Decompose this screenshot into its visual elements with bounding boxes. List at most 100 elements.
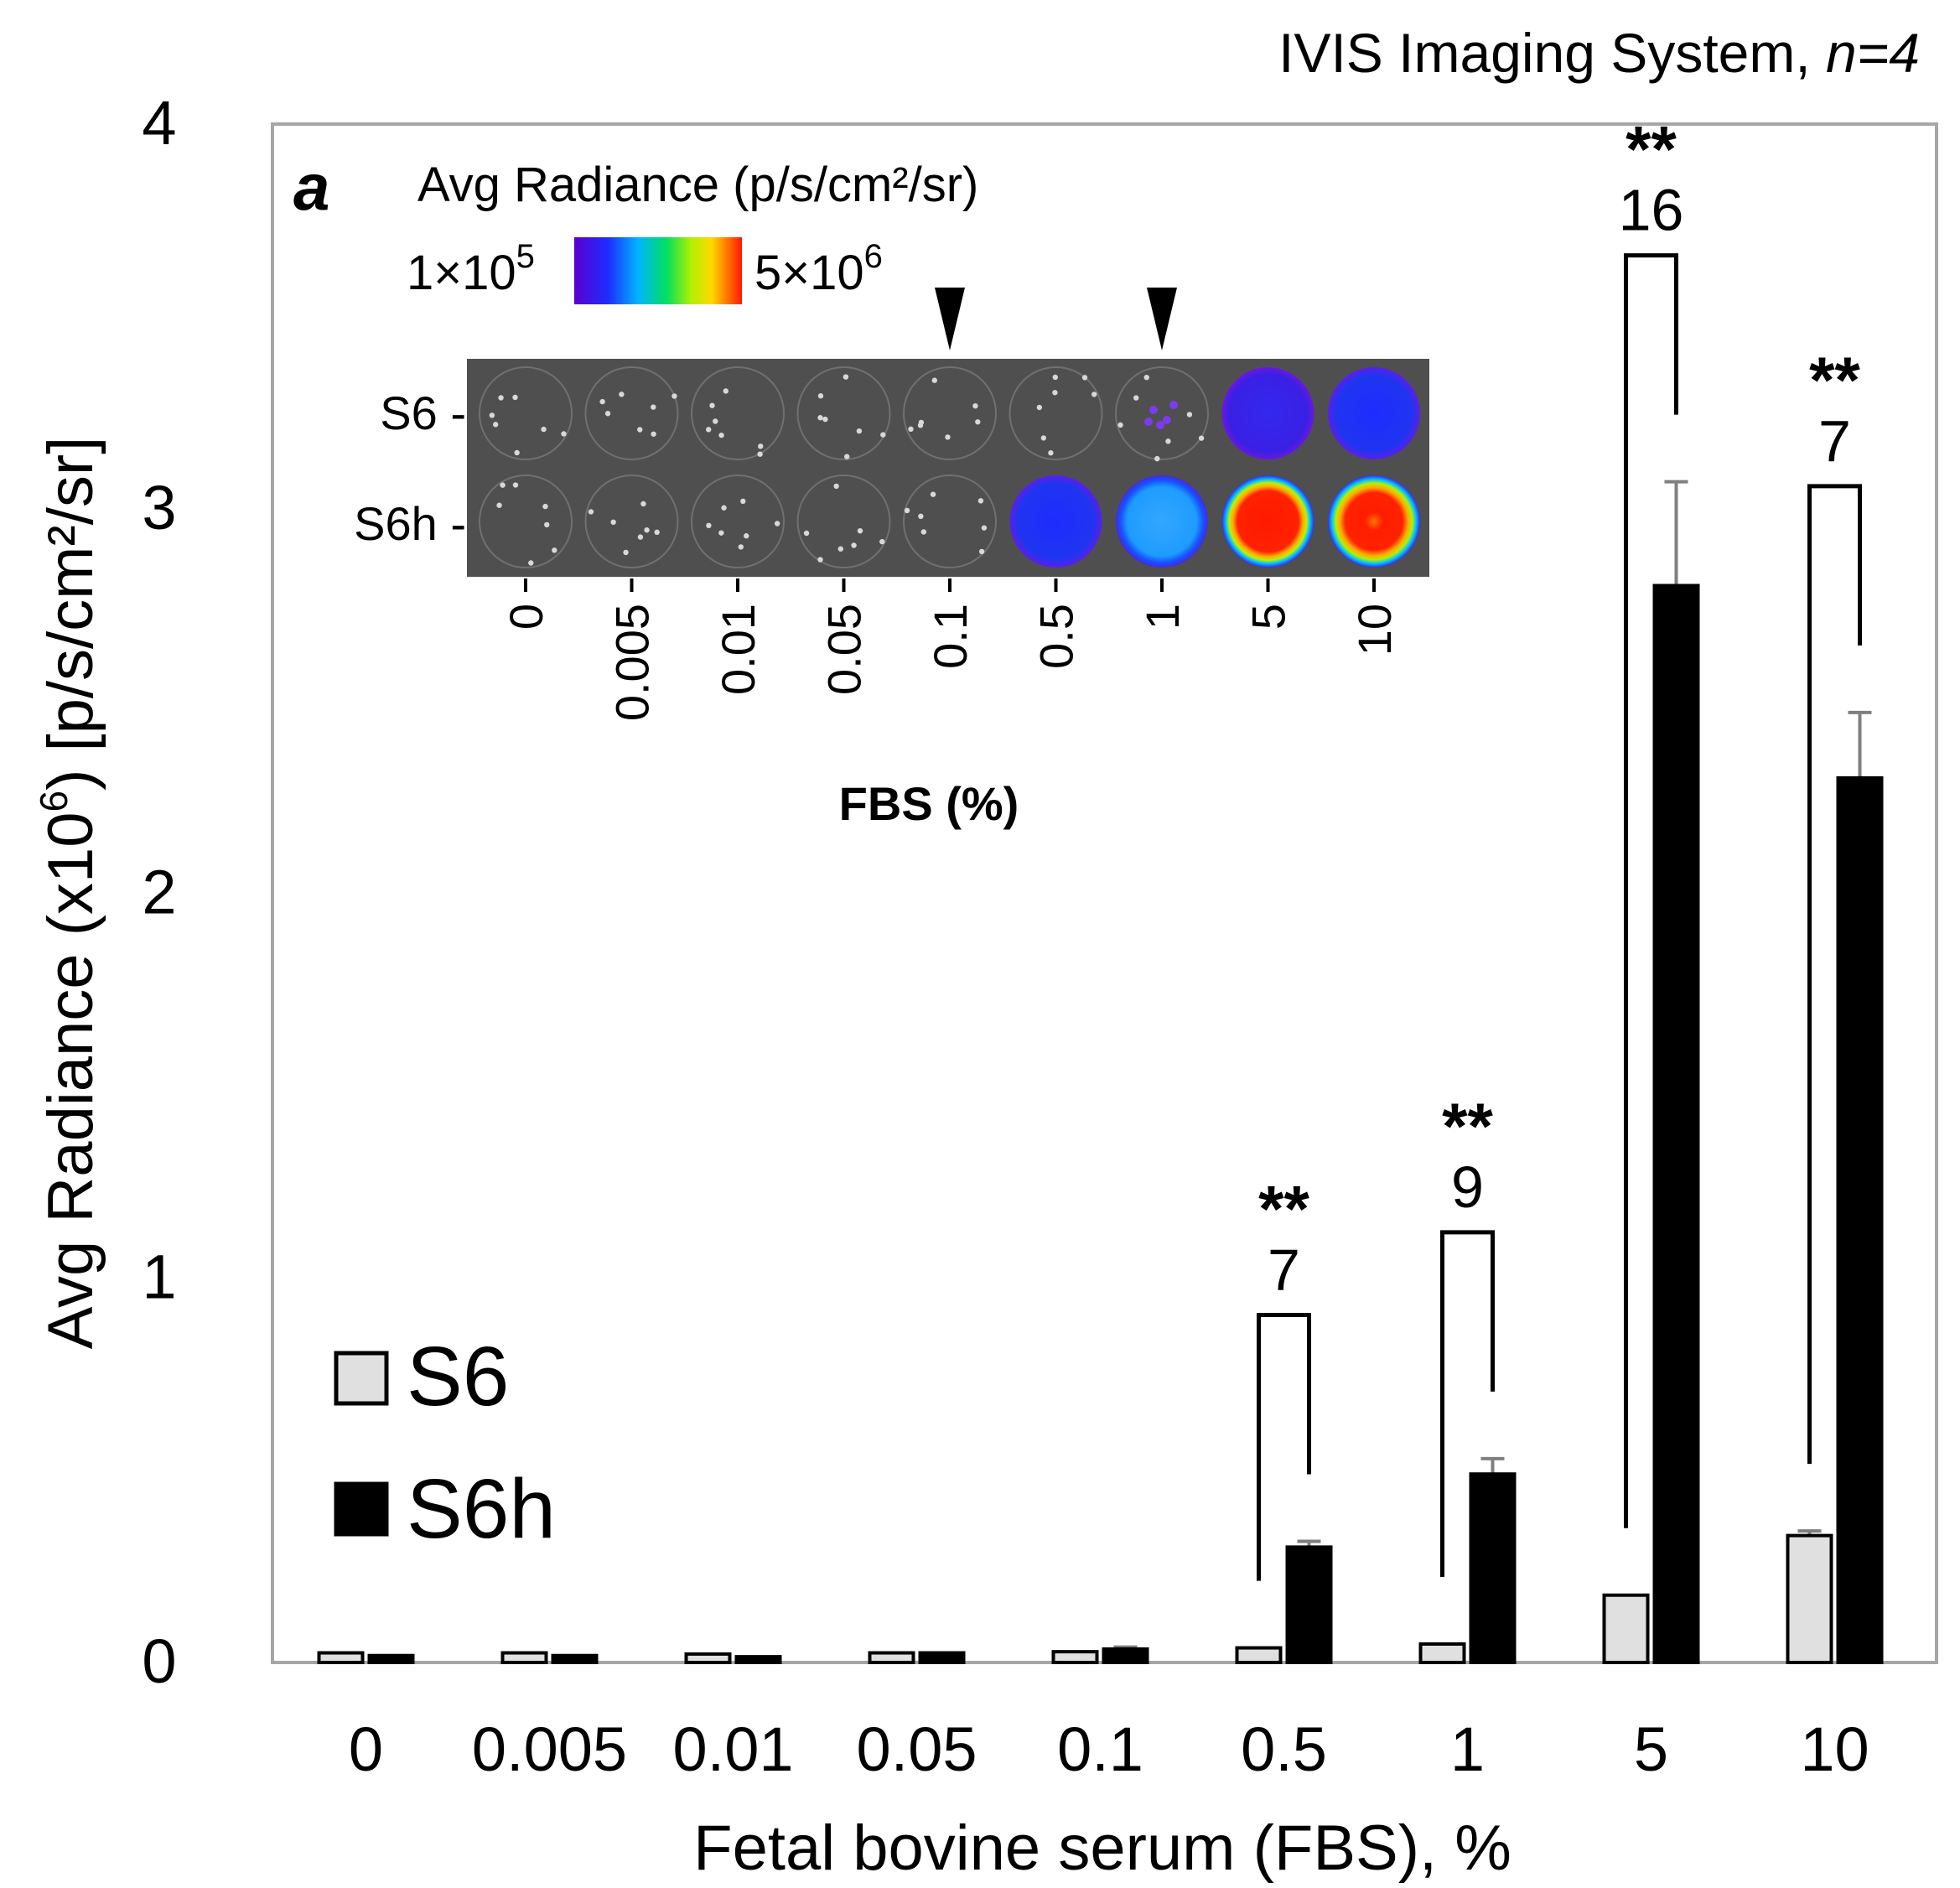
faint-signal-dot — [1144, 418, 1153, 426]
sig-bracket-0.5 — [1257, 1312, 1311, 1581]
speckle — [757, 451, 763, 457]
speckle — [1052, 390, 1058, 396]
bar-s6h-1 — [1469, 1472, 1517, 1665]
speckle — [1048, 450, 1054, 456]
speckle — [978, 548, 985, 555]
legend-label-s6h: S6h — [407, 1462, 556, 1556]
faint-signal-dot — [1156, 421, 1164, 429]
speckle — [588, 509, 594, 515]
speckle — [1117, 422, 1123, 428]
inset-panel: a Avg Radiance (p/s/cm²/sr) 1×105 5×106 … — [293, 150, 1429, 830]
y-tick-label-2: 2 — [142, 858, 176, 927]
y-label-sup: 6 — [32, 791, 75, 812]
speckle — [857, 527, 863, 534]
speckle — [496, 502, 502, 508]
speckle — [644, 527, 650, 533]
inset-x-tick-label-5: 5 — [1242, 604, 1295, 630]
speckle — [721, 505, 727, 511]
fold-change-5: 16 — [1619, 178, 1684, 243]
speckle — [740, 498, 746, 505]
speckle — [1036, 404, 1043, 411]
inset-x-axis-label: FBS (%) — [839, 777, 1019, 830]
speckle — [1040, 435, 1047, 441]
speckle — [918, 419, 925, 426]
bar-s6h-0.1 — [1102, 1647, 1149, 1664]
colorbar — [574, 237, 742, 304]
x-tick-label-0.01: 0.01 — [672, 1714, 793, 1784]
x-tick-label-0.5: 0.5 — [1241, 1714, 1327, 1784]
well-s6h-0.01 — [691, 475, 785, 568]
well-s6h-5 — [1221, 475, 1314, 568]
faint-signal-dot — [1149, 406, 1158, 414]
inset-x-tick-label-0.01: 0.01 — [712, 604, 765, 695]
fold-change-0.5: 7 — [1268, 1237, 1300, 1302]
speckle — [552, 547, 557, 553]
y-tick-label-0: 0 — [142, 1626, 176, 1696]
faint-signal-dot — [1169, 401, 1178, 409]
speckle — [671, 393, 677, 399]
speckle — [945, 434, 951, 440]
sig-bracket-1 — [1440, 1230, 1495, 1577]
speckle — [738, 544, 744, 550]
well-s6-0.5 — [1009, 366, 1103, 460]
speckle — [623, 549, 629, 556]
speckle — [514, 449, 520, 456]
speckle — [1052, 374, 1058, 381]
speckle — [744, 533, 749, 539]
y-tick-label-1: 1 — [142, 1242, 176, 1311]
bar-s6-0 — [317, 1651, 365, 1664]
speckle — [723, 388, 729, 394]
speckle — [908, 426, 914, 433]
colorbar-max-base: 5×10 — [754, 246, 864, 300]
speckle — [599, 398, 605, 405]
speckle — [1143, 374, 1149, 381]
inset-row-label-s6h: S6h - — [354, 497, 466, 550]
well-s6-0.01 — [691, 366, 785, 460]
speckle — [975, 419, 981, 425]
bar-s6-0.01 — [684, 1652, 732, 1664]
bar-s6h-0.05 — [918, 1651, 966, 1664]
well-s6-0.05 — [796, 366, 891, 460]
x-axis-label: Fetal bovine serum (FBS), % — [693, 1813, 1511, 1884]
speckle — [542, 503, 548, 510]
bar-s6h-5 — [1652, 584, 1700, 1664]
y-axis-label: Avg Radiance (x106) [p/s/cm²/sr] — [32, 437, 106, 1350]
speckle — [637, 427, 643, 433]
speckle — [1154, 455, 1160, 462]
speckle — [528, 560, 534, 566]
speckle — [1198, 435, 1205, 441]
sig-stars-5: ** — [1626, 112, 1677, 186]
speckle — [706, 427, 712, 433]
well-s6-1 — [1115, 366, 1209, 460]
speckle — [822, 416, 828, 423]
inset-x-tick-label-0: 0 — [500, 604, 552, 630]
speckle — [512, 482, 519, 488]
x-tick-label-5: 5 — [1634, 1714, 1668, 1784]
colorbar-min-base: 1×10 — [407, 246, 516, 300]
speckle — [498, 395, 504, 401]
inset-x-tick-label-0.05: 0.05 — [818, 604, 871, 695]
bar-s6h-0.5 — [1285, 1545, 1333, 1664]
speckle — [843, 374, 849, 380]
x-tick-label-0: 0 — [349, 1714, 383, 1784]
speckle — [718, 530, 724, 536]
colorbar-min-exp: 5 — [516, 238, 535, 275]
speckle — [803, 530, 810, 537]
chart-title: IVIS Imaging System, n=4 — [1278, 22, 1920, 84]
colorbar-title: Avg Radiance (p/s/cm²/sr) — [417, 158, 978, 212]
speckle — [713, 418, 718, 424]
bar-s6-10 — [1786, 1533, 1833, 1665]
speckle — [640, 501, 646, 507]
x-tick-label-1: 1 — [1450, 1714, 1485, 1784]
speckle — [1091, 392, 1097, 397]
speckle — [931, 377, 938, 383]
speckle — [843, 454, 850, 459]
sig-stars-1: ** — [1442, 1089, 1493, 1163]
y-tick-label-3: 3 — [142, 473, 176, 542]
speckle — [604, 411, 611, 417]
speckle — [619, 392, 625, 397]
bar-s6-1 — [1418, 1642, 1466, 1664]
speckle — [817, 557, 823, 563]
bar-s6h-10 — [1836, 775, 1884, 1664]
